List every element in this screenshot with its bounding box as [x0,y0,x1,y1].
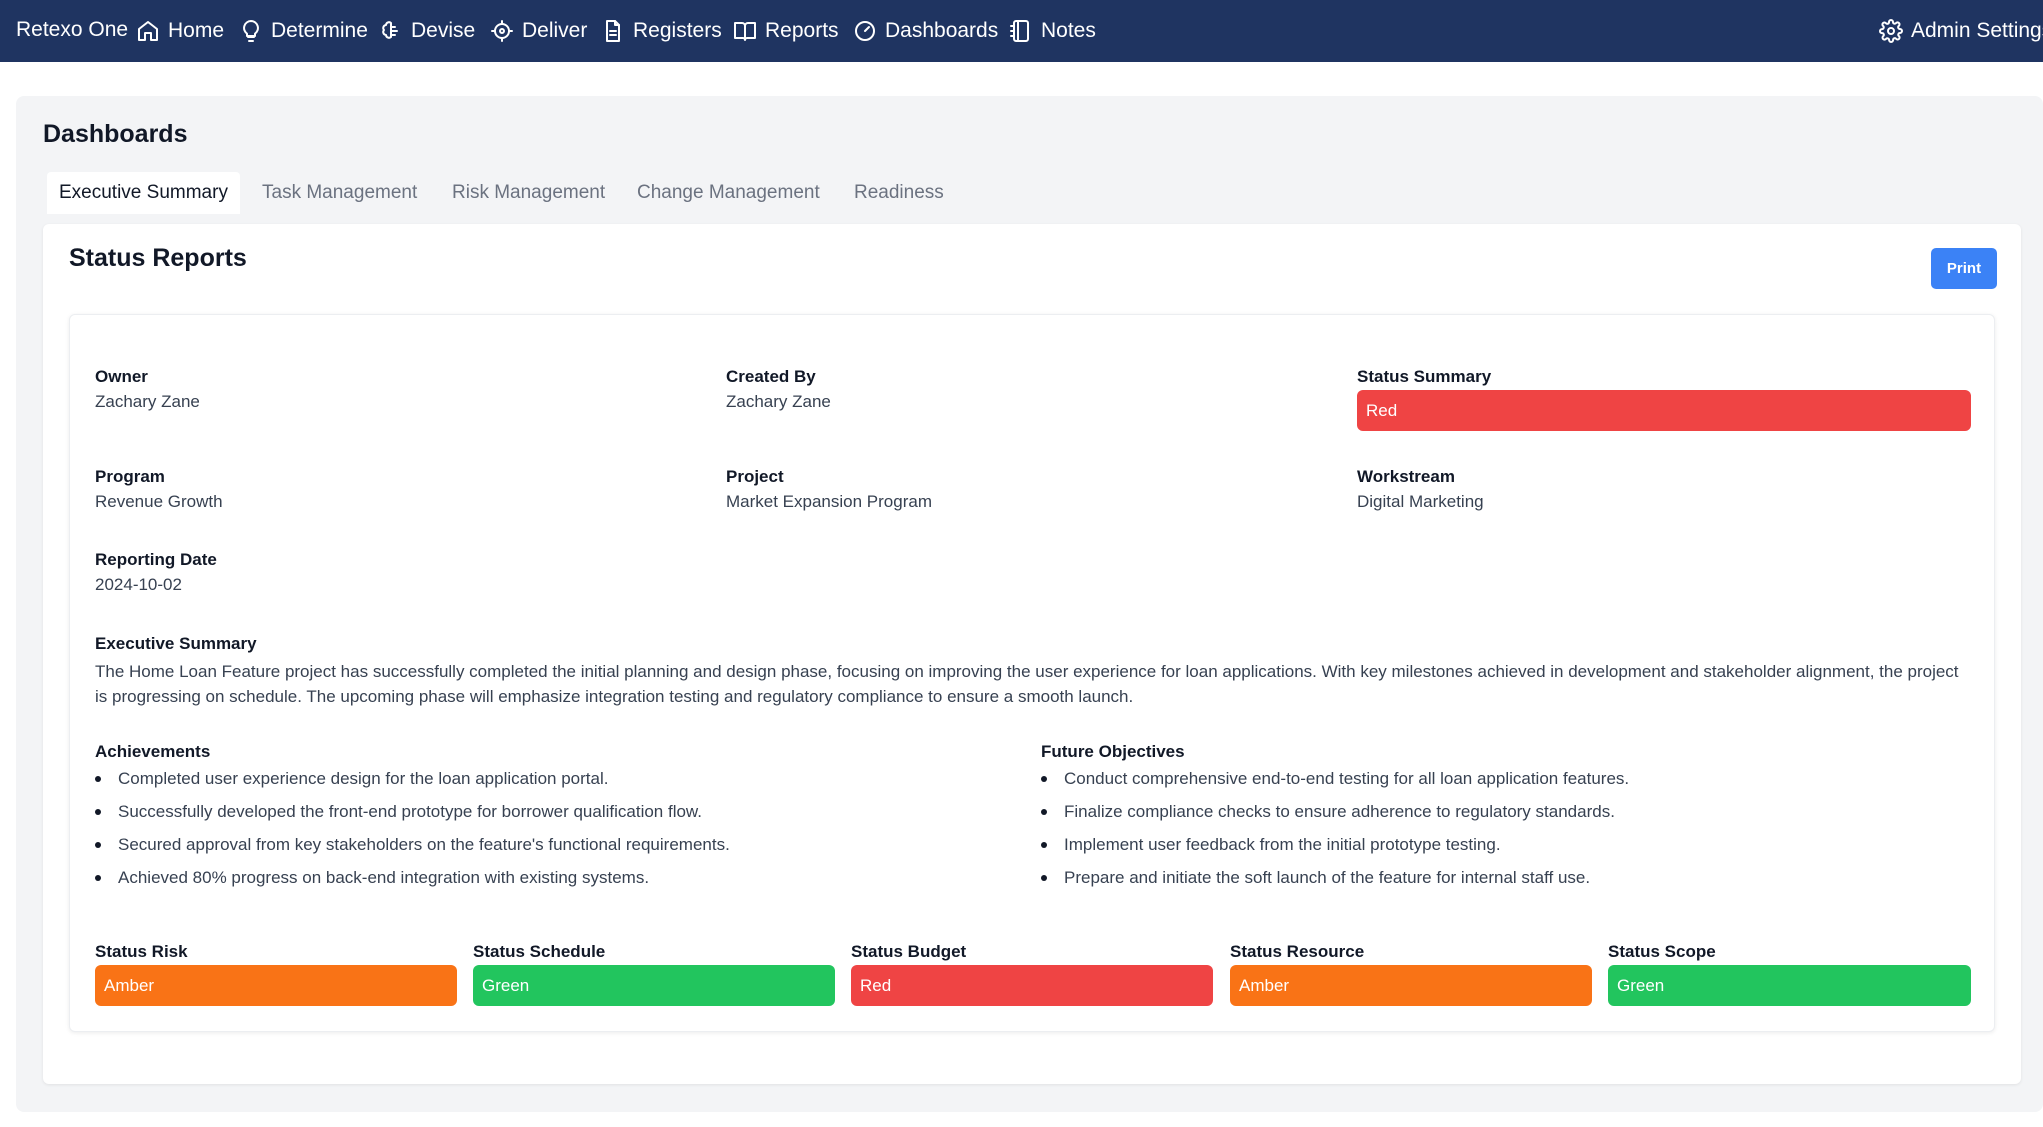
file-text-icon [606,20,620,42]
nav-item-label: Determine [271,19,368,42]
workstream-value: Digital Marketing [1357,492,1484,511]
nav-item-determine[interactable]: Determine [239,0,368,62]
print-button[interactable]: Print [1931,248,1997,289]
project-label: Project [726,467,784,486]
future-objectives-label: Future Objectives [1041,742,1185,761]
tab-risk-management[interactable]: Risk Management [452,182,606,203]
future-objectives-list: Conduct comprehensive end-to-end testing… [1016,766,1629,898]
nav-item-deliver[interactable]: Deliver [490,0,587,62]
tab-executive-summary[interactable]: Executive Summary [47,172,240,214]
brand-logo-text[interactable]: Retexo One [16,18,129,41]
nav-item-dashboards[interactable]: Dashboards [853,0,998,62]
executive-summary-label: Executive Summary [95,634,257,653]
nav-item-label: Devise [411,19,476,42]
status-budget-badge: Red [851,965,1213,1006]
gauge-icon [855,21,875,41]
list-item: Finalize compliance checks to ensure adh… [1016,799,1629,832]
reporting-date-value: 2024-10-02 [95,575,182,594]
top-navbar: Retexo One Home Determine Devise Deliver… [0,0,2043,62]
status-schedule-label: Status Schedule [473,942,606,961]
list-item: Secured approval from key stakeholders o… [70,832,730,865]
tab-task-management[interactable]: Task Management [262,182,418,203]
list-item: Successfully developed the front-end pro… [70,799,730,832]
project-value: Market Expansion Program [726,492,932,511]
list-item: Achieved 80% progress on back-end integr… [70,865,730,898]
nav-item-notes[interactable]: Notes [1009,0,1096,62]
tab-readiness[interactable]: Readiness [854,182,944,203]
status-summary-badge: Red [1357,390,1971,431]
owner-value: Zachary Zane [95,392,200,411]
created-by-label: Created By [726,367,816,386]
nav-item-home[interactable]: Home [136,0,224,62]
status-scope-label: Status Scope [1608,942,1716,961]
book-open-icon [734,22,756,41]
nav-item-label: Registers [633,19,722,42]
status-resource-label: Status Resource [1230,942,1365,961]
dashboards-page: Dashboards Executive Summary Task Manage… [16,96,2043,1112]
nav-item-devise[interactable]: Devise [379,0,475,62]
status-risk-badge: Amber [95,965,457,1006]
list-item: Conduct comprehensive end-to-end testing… [1016,766,1629,799]
nav-item-label: Dashboards [885,19,999,42]
nav-item-reports[interactable]: Reports [733,0,839,62]
nav-item-label: Notes [1041,19,1096,42]
nav-item-label: Home [168,19,225,42]
list-item: Prepare and initiate the soft launch of … [1016,865,1629,898]
status-scope-badge: Green [1608,965,1971,1006]
created-by-value: Zachary Zane [726,392,831,411]
status-risk-label: Status Risk [95,942,188,961]
status-schedule-badge: Green [473,965,835,1006]
executive-summary-text: The Home Loan Feature project has succes… [95,662,1959,706]
workstream-label: Workstream [1357,467,1455,486]
nav-item-registers[interactable]: Registers [601,0,722,62]
status-report: Owner Zachary Zane Created By Zachary Za… [69,314,1995,1032]
program-label: Program [95,467,165,486]
page-title: Dashboards [43,120,188,148]
card-title: Status Reports [69,244,247,272]
nav-item-label: Admin Settings [1911,19,2043,42]
home-icon [138,21,158,41]
list-item: Implement user feedback from the initial… [1016,832,1629,865]
lightbulb-icon [243,20,259,42]
achievements-list: Completed user experience design for the… [70,766,730,898]
brain-icon [382,21,398,39]
list-item: Completed user experience design for the… [70,766,730,799]
gear-icon [1879,19,1903,43]
status-resource-badge: Amber [1230,965,1592,1006]
nav-item-label: Reports [765,19,839,42]
achievements-label: Achievements [95,742,211,761]
nav-item-admin-settings[interactable]: Admin Settings [1879,0,2043,62]
nav-item-label: Deliver [522,19,588,42]
status-budget-label: Status Budget [851,942,967,961]
reporting-date-label: Reporting Date [95,550,217,569]
owner-label: Owner [95,367,148,386]
notebook-icon [1010,20,1029,42]
status-reports-card: Status Reports Print Owner Zachary Zane … [43,224,2021,1084]
status-summary-label: Status Summary [1357,367,1492,386]
tab-change-management[interactable]: Change Management [637,182,820,203]
program-value: Revenue Growth [95,492,223,511]
crosshair-icon [491,20,513,42]
